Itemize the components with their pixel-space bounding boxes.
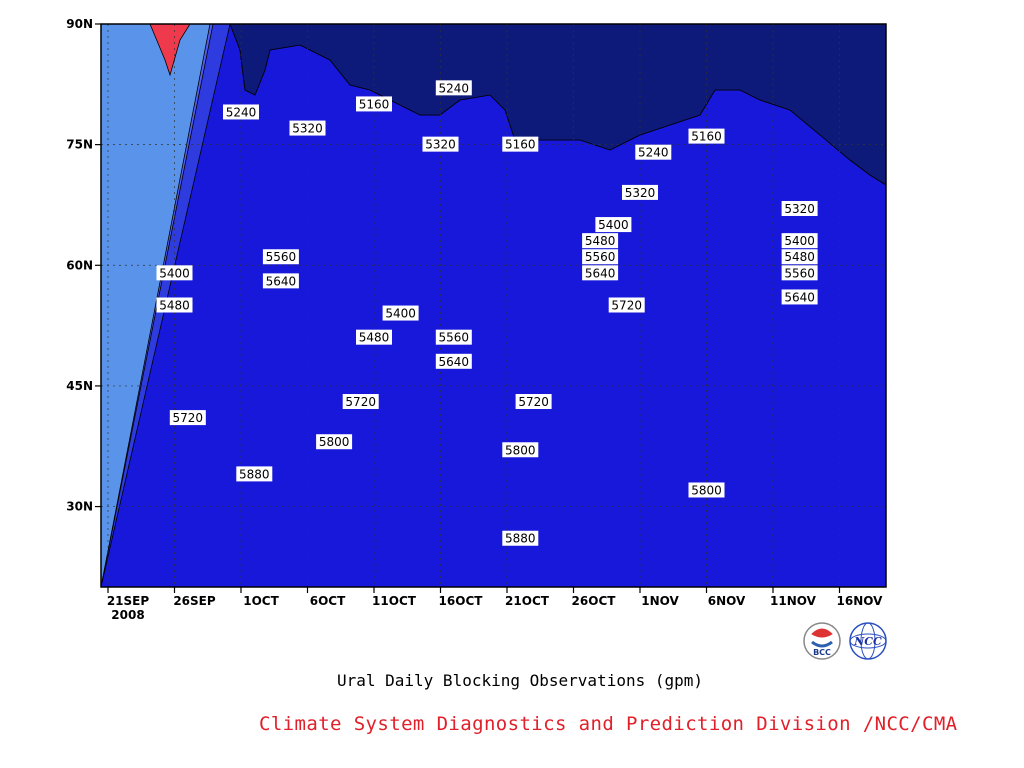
svg-text:5640: 5640 (439, 355, 470, 369)
ncc-logo: NCC (849, 622, 887, 660)
svg-text:5240: 5240 (638, 146, 669, 160)
contour-label: 5640 (781, 289, 818, 305)
x-tick-label: 16OCT (439, 594, 484, 608)
contour-label: 5400 (156, 265, 193, 281)
svg-text:5160: 5160 (691, 130, 722, 144)
svg-text:5640: 5640 (784, 290, 815, 304)
band-5080_5160 (101, 24, 886, 587)
contour-label: 5640 (435, 353, 472, 369)
x-tick-label: 21SEP (107, 594, 150, 608)
x-tick-label: 6OCT (310, 594, 346, 608)
contour-label: 5800 (688, 482, 725, 498)
band-lt5080 (101, 24, 886, 186)
x-tick-label: 21OCT (505, 594, 550, 608)
chart-title: Ural Daily Blocking Observations (gpm) (336, 671, 704, 690)
svg-text:5480: 5480 (784, 250, 815, 264)
contour-label: 5560 (582, 249, 619, 265)
contour-label: 5400 (382, 305, 419, 321)
contour-label: 5320 (289, 120, 326, 136)
contour-label: 5240 (223, 104, 259, 120)
svg-text:5320: 5320 (425, 138, 456, 152)
svg-text:5800: 5800 (691, 483, 722, 497)
svg-text:5880: 5880 (239, 467, 270, 481)
x-year-label: 2008 (111, 608, 144, 622)
contour-label: 5160 (688, 128, 725, 144)
svg-text:5560: 5560 (585, 250, 616, 264)
x-tick-label: 26SEP (173, 594, 216, 608)
x-tick-label: 26OCT (572, 594, 617, 608)
contour-label: 5320 (622, 184, 658, 200)
svg-text:5320: 5320 (292, 122, 323, 136)
bcc-logo: BCC (803, 622, 841, 660)
contour-label: 5560 (262, 249, 299, 265)
svg-text:5560: 5560 (266, 250, 297, 264)
x-tick-label: 1OCT (243, 594, 279, 608)
contour-label: 5800 (316, 434, 353, 450)
contour-label: 5320 (781, 200, 818, 216)
svg-text:5160: 5160 (359, 97, 390, 111)
contour-label: 5240 (635, 144, 672, 160)
contour-label: 5240 (435, 80, 472, 96)
svg-text:5720: 5720 (345, 395, 376, 409)
contour-label: 5720 (169, 410, 206, 426)
svg-text:5640: 5640 (266, 274, 297, 288)
y-tick-label: 30N (66, 500, 93, 514)
svg-text:5400: 5400 (784, 234, 815, 248)
contour-label: 5560 (435, 329, 472, 345)
contour-label: 5320 (422, 136, 459, 152)
x-tick-label: 1NOV (641, 594, 679, 608)
contour-label: 5160 (502, 136, 539, 152)
svg-text:5800: 5800 (505, 443, 536, 457)
svg-text:5720: 5720 (518, 395, 549, 409)
contour-label: 5720 (608, 297, 645, 313)
svg-text:5320: 5320 (784, 202, 815, 216)
credit-line: Climate System Diagnostics and Predictio… (259, 713, 958, 735)
svg-text:5480: 5480 (359, 331, 390, 345)
y-tick-label: 75N (66, 138, 93, 152)
svg-text:5400: 5400 (159, 266, 190, 280)
svg-text:5720: 5720 (611, 299, 642, 313)
contour-label: 5480 (356, 329, 392, 345)
svg-text:5720: 5720 (173, 411, 204, 425)
svg-text:5320: 5320 (625, 186, 656, 200)
contour-label: 5400 (595, 217, 632, 233)
svg-text:5240: 5240 (439, 81, 470, 95)
svg-text:5560: 5560 (784, 266, 815, 280)
contour-label: 5400 (781, 233, 818, 249)
x-tick-label: 16NOV (837, 594, 884, 608)
contour-label: 5160 (356, 96, 392, 112)
svg-text:5880: 5880 (505, 532, 536, 546)
y-tick-label: 45N (66, 379, 93, 393)
contour-label: 5720 (342, 394, 379, 410)
svg-text:5400: 5400 (598, 218, 629, 232)
svg-text:5400: 5400 (385, 307, 416, 321)
contour-label: 5640 (582, 265, 619, 281)
svg-text:5640: 5640 (585, 266, 616, 280)
svg-text:NCC: NCC (853, 635, 882, 648)
x-tick-label: 11OCT (372, 594, 417, 608)
svg-text:5480: 5480 (585, 234, 616, 248)
contour-label: 5640 (262, 273, 299, 289)
x-tick-label: 11NOV (770, 594, 817, 608)
contour-label: 5880 (502, 530, 539, 546)
contour-label: 5880 (236, 466, 273, 482)
plot-frame (100, 23, 887, 588)
svg-text:5160: 5160 (505, 138, 536, 152)
svg-text:BCC: BCC (813, 648, 831, 657)
x-tick-label: 6NOV (708, 594, 746, 608)
svg-text:5480: 5480 (159, 299, 190, 313)
svg-text:5560: 5560 (439, 331, 470, 345)
y-tick-label: 90N (66, 17, 93, 31)
svg-text:5800: 5800 (319, 435, 350, 449)
contour-label: 5560 (781, 265, 818, 281)
contour-label: 5480 (582, 233, 619, 249)
contour-label: 5800 (502, 442, 539, 458)
svg-text:5240: 5240 (226, 105, 257, 119)
contour-label: 5480 (781, 249, 818, 265)
contour-label: 5720 (515, 394, 552, 410)
contour-label: 5480 (156, 297, 193, 313)
y-tick-label: 60N (66, 258, 93, 272)
